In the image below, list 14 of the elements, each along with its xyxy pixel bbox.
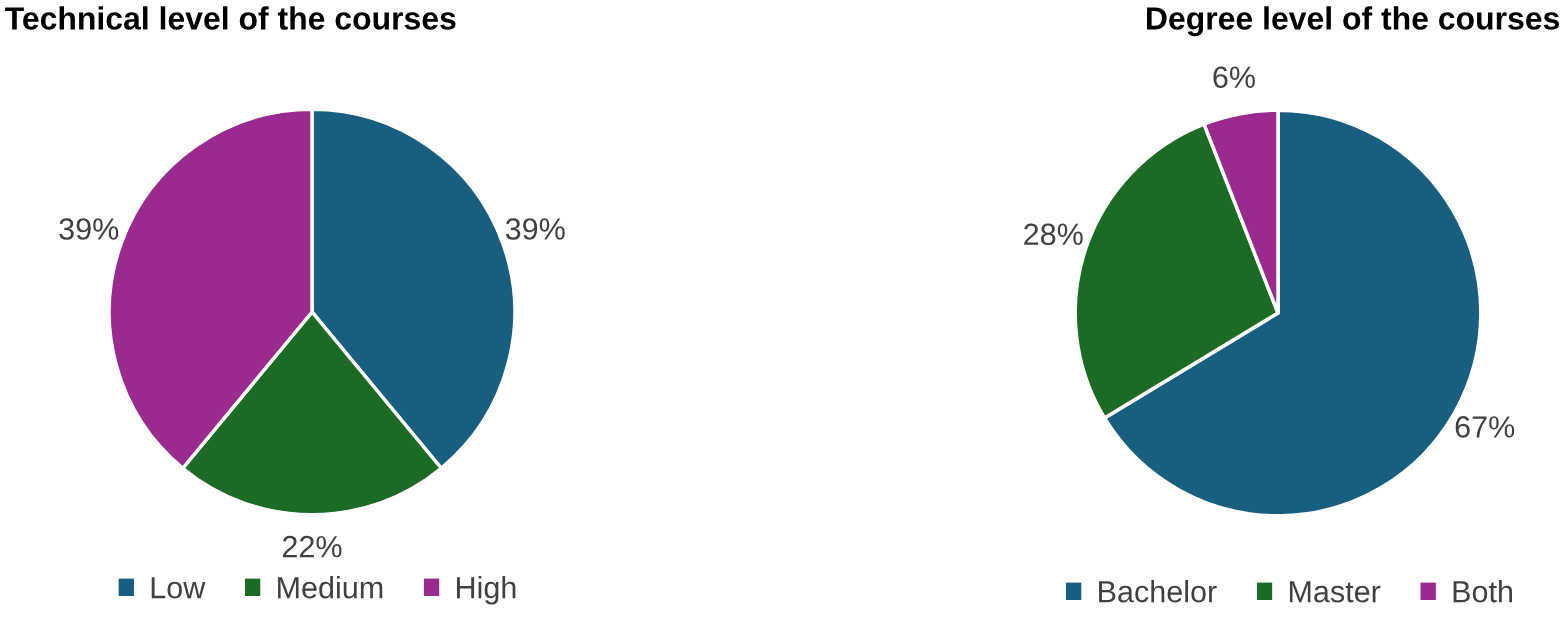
- legend-label: Medium: [278, 576, 383, 599]
- legend-label: Both: [1453, 580, 1512, 603]
- data-label: 6%: [1213, 66, 1255, 89]
- data-label: 39%: [59, 218, 119, 240]
- legend-label: Low: [151, 577, 206, 599]
- data-label: 39%: [505, 218, 565, 240]
- legend-label: High: [457, 576, 516, 605]
- data-label: 67%: [1455, 416, 1515, 438]
- data-label: 28%: [1024, 223, 1083, 246]
- chart-title: Technical level of the courses: [5, 6, 456, 30]
- chart-title: Degree level of the courses: [1147, 6, 1560, 37]
- legend-label: Bachelor: [1099, 580, 1217, 603]
- legend-label: Master: [1289, 581, 1381, 603]
- data-label: 22%: [282, 535, 342, 558]
